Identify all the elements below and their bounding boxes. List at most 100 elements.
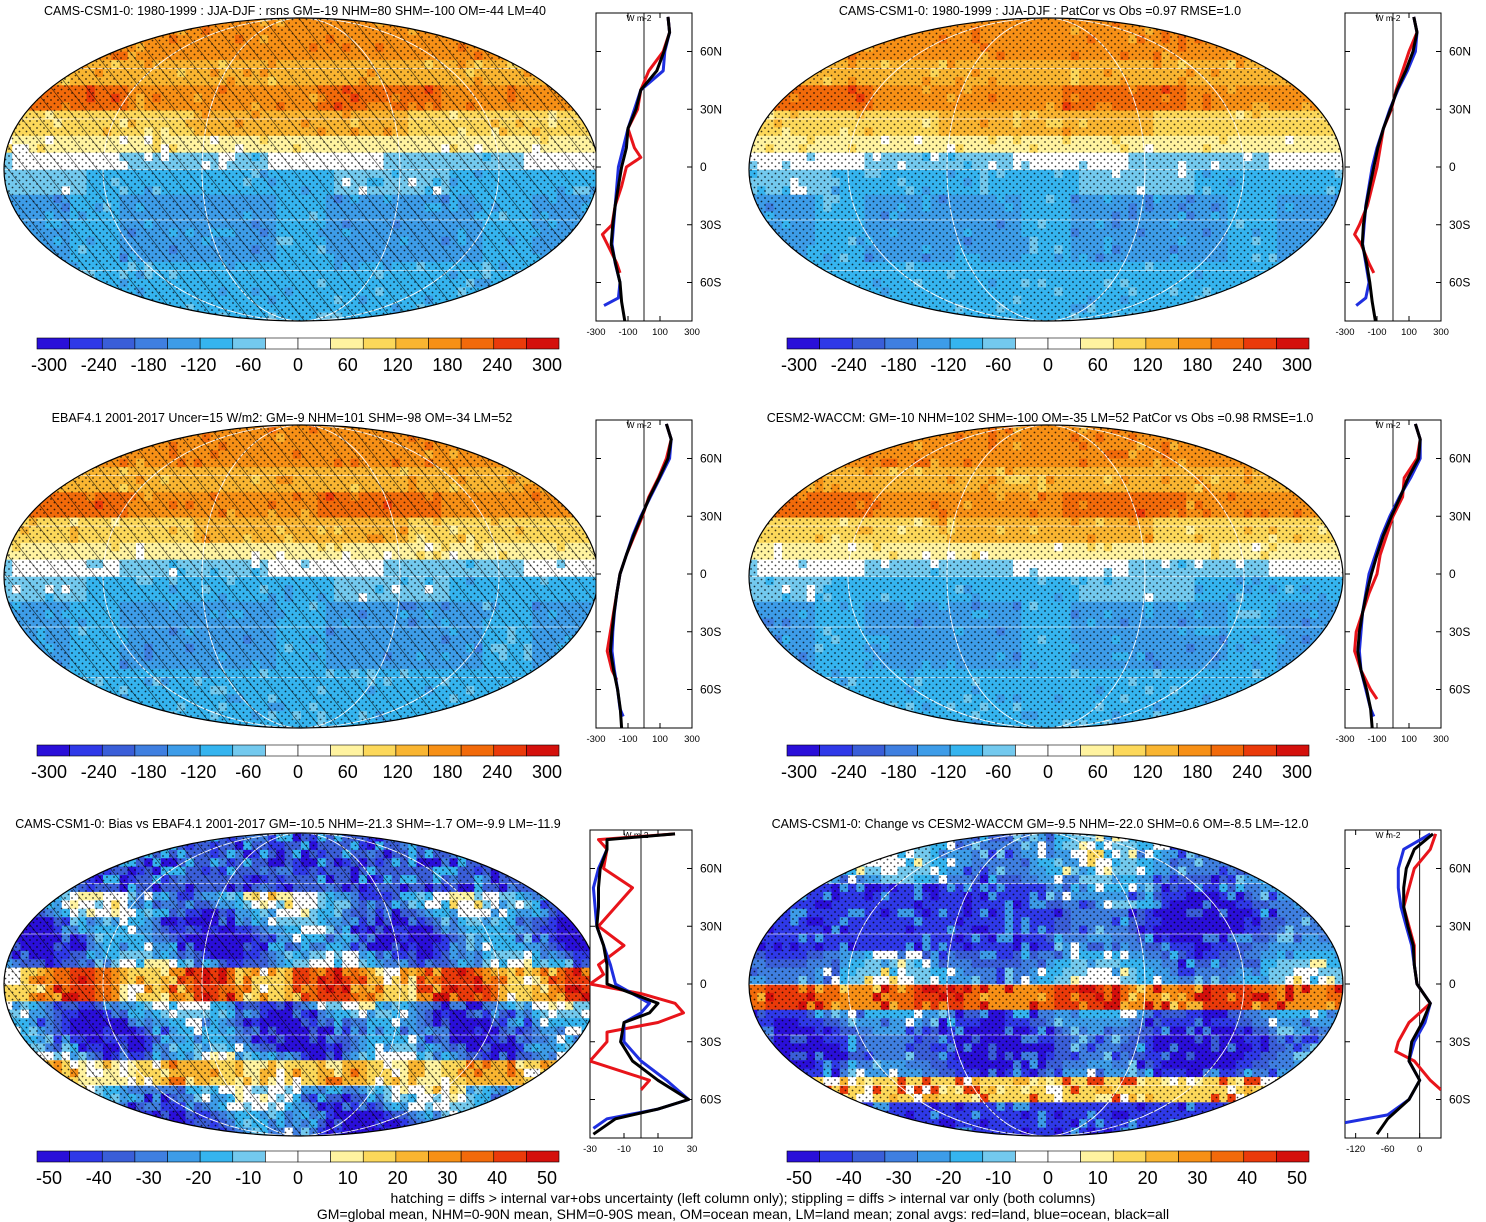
- map-cell: [757, 245, 766, 254]
- map-cell: [425, 313, 434, 322]
- map-cell: [21, 52, 30, 61]
- map-cell: [532, 18, 541, 27]
- map-cell: [1269, 279, 1278, 288]
- map-cell: [29, 287, 38, 296]
- map-cell: [95, 304, 104, 313]
- map-cell: [790, 254, 799, 263]
- map-cell: [1327, 52, 1336, 61]
- map-cell: [111, 304, 120, 313]
- map-cell: [54, 52, 63, 61]
- map-cell: [194, 18, 203, 27]
- map-cell: [450, 18, 459, 27]
- map-cell: [1228, 26, 1237, 35]
- map-cell: [87, 26, 96, 35]
- map-cell: [565, 26, 574, 35]
- map-cell: [757, 35, 766, 44]
- map-cell: [4, 94, 13, 103]
- map-cell: [582, 43, 591, 52]
- map-cell: [4, 111, 13, 120]
- map-cell: [161, 313, 170, 322]
- map-cell: [153, 313, 162, 322]
- map-cell: [466, 313, 475, 322]
- map-cell: [1327, 102, 1336, 111]
- map-cell: [1261, 26, 1270, 35]
- map-cell: [524, 304, 533, 313]
- map-cell: [4, 43, 13, 52]
- map-cell: [128, 18, 137, 27]
- map-cell: [582, 313, 591, 322]
- map-cell: [70, 52, 79, 61]
- map-cell: [1302, 279, 1311, 288]
- map-cell: [37, 287, 46, 296]
- map-cell: [573, 245, 582, 254]
- map-cell: [1186, 26, 1195, 35]
- map-cell: [128, 26, 137, 35]
- map-cell: [433, 304, 442, 313]
- map-cell: [774, 60, 783, 69]
- map-cell: [491, 18, 500, 27]
- map-cell: [1252, 35, 1261, 44]
- map-cell: [540, 262, 549, 271]
- map-cell: [848, 35, 857, 44]
- map-cell: [782, 271, 791, 280]
- map-cell: [450, 26, 459, 35]
- map-cell: [856, 18, 865, 27]
- map-cell: [78, 26, 87, 35]
- map-cell: [507, 35, 516, 44]
- map-cell: [749, 119, 758, 128]
- map-cell: [1252, 279, 1261, 288]
- map-cell: [1335, 102, 1344, 111]
- map-cell: [417, 18, 426, 27]
- map-cell: [62, 279, 71, 288]
- map-cell: [524, 313, 533, 322]
- map-cell: [1294, 254, 1303, 263]
- map-cell: [532, 271, 541, 280]
- map-cell: [557, 60, 566, 69]
- map-cell: [4, 85, 13, 94]
- map-cell: [540, 18, 549, 27]
- map-cell: [1294, 69, 1303, 78]
- map-cell: [21, 279, 30, 288]
- map-cell: [21, 313, 30, 322]
- map-cell: [1335, 85, 1344, 94]
- map-cell: [1294, 35, 1303, 44]
- map-cell: [766, 77, 775, 86]
- map-cell: [1203, 18, 1212, 27]
- map-cell: [790, 26, 799, 35]
- map-cell: [1335, 111, 1344, 120]
- map-cell: [4, 271, 13, 280]
- map-cell: [54, 262, 63, 271]
- map-cell: [565, 60, 574, 69]
- map-cell: [840, 43, 849, 52]
- map-cell: [799, 35, 808, 44]
- map-cell: [582, 304, 591, 313]
- map-cell: [120, 18, 129, 27]
- map-cell: [441, 313, 450, 322]
- map-cell: [799, 69, 808, 78]
- map-cell: [1170, 18, 1179, 27]
- map-cell: [1277, 18, 1286, 27]
- map-cell: [906, 18, 915, 27]
- map-cell: [29, 26, 38, 35]
- map-cell: [45, 60, 54, 69]
- map-cell: [524, 271, 533, 280]
- map-cell: [749, 69, 758, 78]
- map-cell: [466, 304, 475, 313]
- map-cell: [29, 35, 38, 44]
- map-cell: [507, 18, 516, 27]
- map-cell: [799, 271, 808, 280]
- map-cell: [1219, 18, 1228, 27]
- map-cell: [1285, 35, 1294, 44]
- map-cell: [1318, 60, 1327, 69]
- map-cell: [774, 85, 783, 94]
- map-cell: [62, 35, 71, 44]
- map-cell: [1318, 245, 1327, 254]
- map-cell: [1252, 18, 1261, 27]
- map-cell: [1302, 43, 1311, 52]
- map-cell: [12, 69, 21, 78]
- map-cell: [766, 35, 775, 44]
- map-cell: [516, 287, 525, 296]
- map-cell: [832, 35, 841, 44]
- map-cell: [4, 245, 13, 254]
- map-cell: [799, 262, 808, 271]
